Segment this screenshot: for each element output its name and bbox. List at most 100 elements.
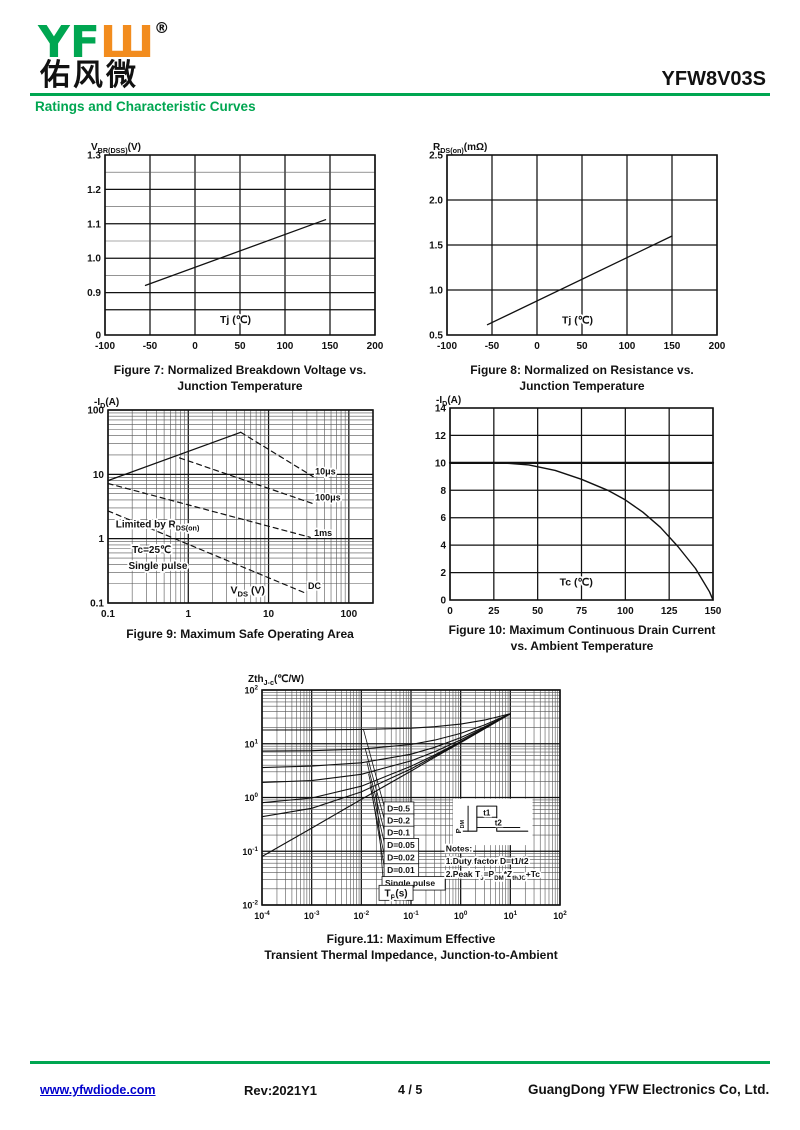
svg-text:10-1: 10-1 <box>242 846 258 857</box>
svg-text:0: 0 <box>534 341 540 352</box>
figure8-on-resistance-chart: -100 -50 0 50 100 150 200 2.5 2.0 1.5 1.0 0.5 Tj (℃)… <box>419 139 737 365</box>
svg-text:0.9: 0.9 <box>87 288 101 299</box>
svg-text:Tc (℃): Tc (℃) <box>560 577 593 589</box>
svg-text:D=0.01: D=0.01 <box>387 865 415 875</box>
caption-line: Junction Temperature <box>519 379 645 393</box>
svg-text:101: 101 <box>244 738 258 749</box>
figure8-caption: Figure 8: Normalized on Resistance vs. J… <box>420 362 744 394</box>
company-name: GuangDong YFW Electronics Co, Ltd. <box>528 1082 770 1097</box>
svg-text:1.5: 1.5 <box>429 241 443 252</box>
revision-label: Rev:2021Y1 <box>244 1083 317 1098</box>
svg-text:100: 100 <box>277 341 294 352</box>
svg-text:1: 1 <box>98 534 104 545</box>
svg-text:D=0.1: D=0.1 <box>387 828 410 838</box>
svg-text:RDS(on)(mΩ): RDS(on)(mΩ) <box>433 142 487 155</box>
caption-line: Figure 8: Normalized on Resistance vs. <box>470 363 694 377</box>
svg-text:1ms: 1ms <box>314 528 332 538</box>
svg-text:100: 100 <box>617 606 634 617</box>
svg-text:D=0.2: D=0.2 <box>387 815 410 825</box>
svg-text:6: 6 <box>440 513 446 524</box>
svg-text:101: 101 <box>504 910 518 921</box>
caption-line: Junction Temperature <box>177 379 303 393</box>
footer-divider <box>30 1061 770 1064</box>
figure9-plot: 0.1 1 10 100 100 10 1 0.1 10μs 100μs 1ms DC Limited … <box>87 397 374 620</box>
svg-text:-ID(A): -ID(A) <box>436 395 461 408</box>
figure7-breakdown-voltage-chart: -100 -50 0 50 100 150 200 1.3 1.2 1.1 1.0 0.9 0 Tj (℃… <box>77 139 395 365</box>
svg-text:Tj (℃): Tj (℃) <box>220 314 251 326</box>
caption-line: Figure.11: Maximum Effective <box>326 932 496 946</box>
svg-text:-50: -50 <box>485 341 500 352</box>
svg-text:100: 100 <box>340 609 357 620</box>
logo-text-orange: Ш <box>99 17 155 68</box>
svg-text:D=0.02: D=0.02 <box>387 853 415 863</box>
figure9-caption: Figure 9: Maximum Safe Operating Area <box>75 626 405 642</box>
figure10-drain-current-chart: 0 25 50 75 100 125 150 14 12 10 8 6 4 2 0 Tc (℃) -ID(A) <box>422 392 738 632</box>
svg-text:4: 4 <box>440 541 446 552</box>
registered-trademark-icon: ® <box>154 19 170 37</box>
svg-text:-50: -50 <box>143 341 158 352</box>
svg-text:1.Duty factor D=t1/t2: 1.Duty factor D=t1/t2 <box>446 856 529 866</box>
svg-text:10: 10 <box>435 458 447 469</box>
caption-line: Transient Thermal Impedance, Junction-to… <box>264 948 558 962</box>
svg-text:0.1: 0.1 <box>101 609 115 620</box>
svg-text:10μs: 10μs <box>315 466 336 476</box>
part-number: YFW8V03S <box>661 68 766 90</box>
svg-text:10: 10 <box>93 470 105 481</box>
svg-text:Tc=25℃: Tc=25℃ <box>132 545 171 556</box>
figure8-plot: -100 -50 0 50 100 150 200 2.5 2.0 1.5 1.0 0.5 Tj (℃)… <box>429 142 726 352</box>
svg-text:102: 102 <box>244 685 258 696</box>
svg-text:0: 0 <box>192 341 198 352</box>
svg-text:0.1: 0.1 <box>90 599 104 610</box>
svg-text:150: 150 <box>664 341 681 352</box>
svg-text:Tj (℃): Tj (℃) <box>562 314 593 326</box>
figure9-safe-operating-area-chart: 0.1 1 10 100 100 10 1 0.1 10μs 100μs 1ms DC Limited … <box>80 394 398 635</box>
svg-text:75: 75 <box>576 606 588 617</box>
svg-text:150: 150 <box>322 341 339 352</box>
svg-text:Single pulse: Single pulse <box>128 561 187 572</box>
svg-text:14: 14 <box>435 404 447 415</box>
svg-text:100μs: 100μs <box>315 493 341 503</box>
svg-text:0: 0 <box>447 606 453 617</box>
svg-text:0: 0 <box>440 596 446 607</box>
caption-line: Figure 7: Normalized Breakdown Voltage v… <box>113 363 367 377</box>
svg-text:t1: t1 <box>483 808 491 817</box>
caption-line: vs. Ambient Temperature <box>510 639 654 653</box>
logo-text-green: YF <box>38 17 100 68</box>
svg-text:1.2: 1.2 <box>87 185 101 196</box>
svg-text:8: 8 <box>440 486 446 497</box>
svg-text:-100: -100 <box>95 341 115 352</box>
svg-text:2: 2 <box>440 568 446 579</box>
figure10-plot: 0 25 50 75 100 125 150 14 12 10 8 6 4 2 0 Tc (℃) -ID(A) <box>435 395 722 617</box>
svg-text:VBR(DSS)(V): VBR(DSS)(V) <box>91 142 141 155</box>
figure7-plot: -100 -50 0 50 100 150 200 1.3 1.2 1.1 1.0 0.9 0 Tj (℃… <box>87 142 384 352</box>
svg-text:0.5: 0.5 <box>429 331 443 342</box>
svg-text:1: 1 <box>185 609 191 620</box>
svg-text:D=0.05: D=0.05 <box>387 840 415 850</box>
svg-text:100: 100 <box>244 792 258 803</box>
svg-text:102: 102 <box>553 910 567 921</box>
svg-text:2.5: 2.5 <box>429 151 443 162</box>
svg-text:2.0: 2.0 <box>429 196 443 207</box>
figure10-caption: Figure 10: Maximum Continuous Drain Curr… <box>420 622 744 654</box>
svg-text:1.0: 1.0 <box>429 286 443 297</box>
svg-text:125: 125 <box>661 606 678 617</box>
svg-text:100: 100 <box>619 341 636 352</box>
svg-text:50: 50 <box>234 341 246 352</box>
svg-text:1.1: 1.1 <box>87 219 101 230</box>
svg-text:Notes:: Notes: <box>446 843 473 853</box>
svg-text:ZthJ-c(℃/W): ZthJ-c(℃/W) <box>248 674 304 687</box>
caption-line: Figure 10: Maximum Continuous Drain Curr… <box>448 623 716 637</box>
svg-text:150: 150 <box>705 606 722 617</box>
svg-text:200: 200 <box>367 341 384 352</box>
svg-text:50: 50 <box>532 606 544 617</box>
svg-text:t2: t2 <box>495 819 503 828</box>
svg-text:0: 0 <box>95 331 101 342</box>
svg-text:-100: -100 <box>437 341 457 352</box>
svg-text:TP(s): TP(s) <box>384 888 407 901</box>
svg-text:-ID(A): -ID(A) <box>94 397 119 410</box>
header-divider <box>30 93 770 96</box>
svg-text:10-2: 10-2 <box>242 900 258 911</box>
website-link[interactable]: www.yfwdiode.com <box>40 1083 156 1097</box>
figure11-plot: t1 t2 PDM 10-4 10-3 10-2 10-1 100 101 102 102 101 10… <box>242 674 567 921</box>
